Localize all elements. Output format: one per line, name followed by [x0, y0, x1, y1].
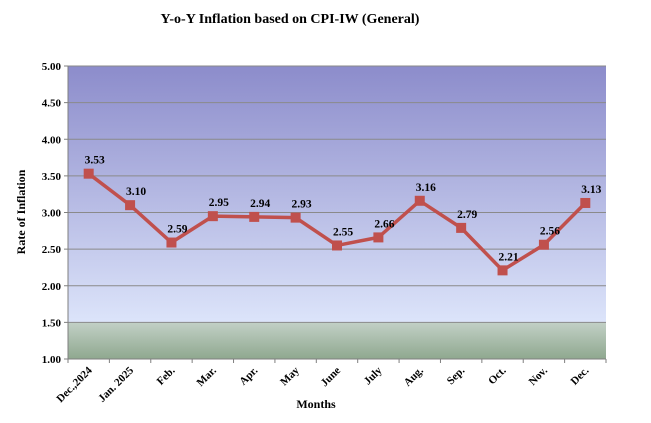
y-tick-label: 4.50: [42, 98, 62, 110]
data-label: 3.13: [581, 184, 601, 196]
data-point: [166, 237, 177, 248]
data-label: 2.94: [250, 198, 270, 210]
data-label: 2.21: [498, 251, 518, 263]
x-tick-label: May: [278, 364, 302, 388]
y-tick-label: 1.00: [42, 354, 62, 366]
plot-area-lower: [68, 322, 606, 359]
y-tick-label: 4.00: [42, 134, 62, 146]
gridlines: [68, 65, 606, 360]
data-label: 2.66: [374, 218, 394, 230]
data-label: 2.79: [457, 209, 477, 221]
y-tick-label: 3.50: [42, 171, 62, 183]
data-label: 2.95: [209, 197, 229, 209]
data-label: 2.55: [333, 226, 353, 238]
x-tick-label: Mar.: [195, 364, 220, 389]
data-labels: 3.53 3.10 2.59 2.95 2.94 2.93 2.55 2.66 3.16 2.79…: [85, 155, 602, 264]
x-tick-label: Dec.,2024: [54, 364, 95, 405]
data-label: 3.53: [85, 155, 105, 167]
y-tick-label: 2.00: [42, 281, 62, 293]
x-tick-label: Dec.: [568, 364, 591, 387]
data-point: [456, 222, 467, 233]
data-point: [538, 239, 549, 250]
x-tick-label: July: [362, 364, 385, 387]
x-tick-label: Aug.: [402, 364, 426, 388]
y-axis-title: Rate of Inflation: [14, 169, 28, 254]
x-tick-label: June: [319, 365, 344, 390]
data-point: [83, 168, 94, 179]
series-markers: [83, 168, 591, 276]
y-tick-label: 2.50: [42, 244, 62, 256]
data-point: [249, 211, 260, 222]
data-label: 3.16: [416, 182, 436, 194]
data-point: [290, 212, 301, 223]
data-point: [332, 240, 342, 251]
data-point: [580, 197, 591, 208]
x-tick-label: Oct.: [486, 364, 509, 387]
x-tick-label: Sep.: [445, 364, 468, 387]
data-label: 2.59: [167, 224, 187, 236]
data-point: [207, 211, 218, 222]
data-point: [373, 232, 384, 243]
x-tick-label: Nov.: [527, 364, 551, 388]
data-label: 2.93: [292, 199, 312, 211]
y-tick-label: 5.00: [42, 61, 62, 73]
y-tick-label: 1.50: [42, 317, 62, 329]
data-point: [497, 265, 508, 276]
data-point: [414, 195, 425, 206]
chart-title: Y-o-Y Inflation based on CPI-IW (General…: [161, 12, 420, 27]
x-tick-label: Jan. 2025: [96, 364, 136, 404]
plot-area-upper: [68, 66, 606, 323]
x-tick-label: Apr.: [237, 364, 260, 387]
x-axis-title: Months: [296, 397, 336, 411]
data-label: 2.56: [540, 226, 560, 238]
data-point: [125, 200, 136, 211]
y-tick-label: 3.00: [42, 208, 62, 220]
x-tick-label: Feb.: [155, 364, 178, 387]
data-label: 3.10: [126, 186, 146, 198]
y-axis-ticks: 1.00 1.50 2.00 2.50 3.00 3.50 4.00 4.50 5.00: [42, 61, 68, 366]
